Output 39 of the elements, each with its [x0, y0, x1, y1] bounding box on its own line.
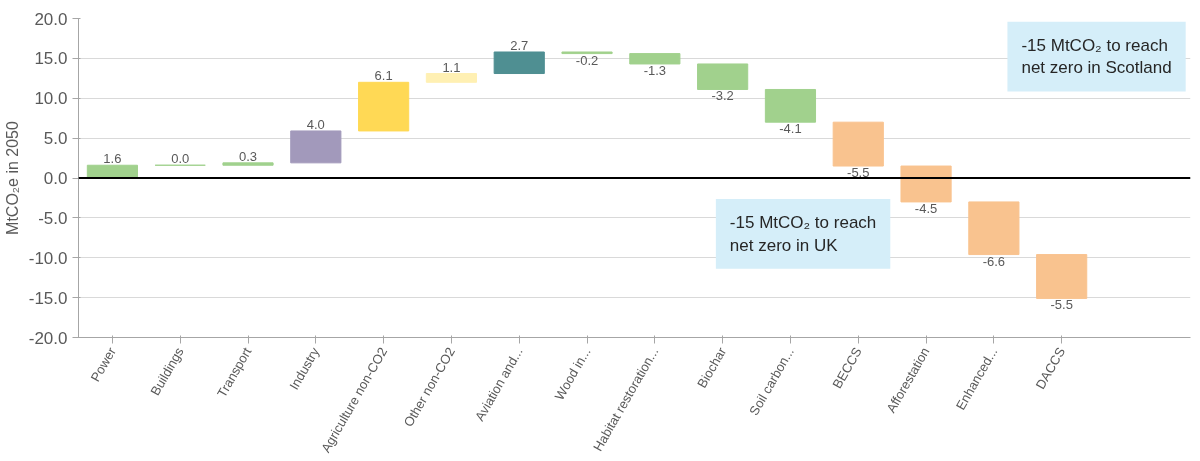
bar	[222, 162, 274, 166]
data-label: -4.1	[779, 121, 802, 137]
y-tick-label: 20.0	[34, 9, 68, 29]
annotation: -15 MtCO₂ to reach net zero in UK	[729, 212, 877, 255]
bar	[900, 165, 952, 203]
bar	[832, 121, 884, 167]
bar	[358, 81, 410, 132]
annotation: -15 MtCO₂ to reach net zero in Scotland	[1021, 35, 1172, 78]
y-tick-label: 10.0	[34, 89, 68, 109]
y-tick-label: 15.0	[34, 49, 68, 69]
data-label: -1.3	[643, 62, 667, 78]
bar	[1036, 254, 1088, 299]
y-tick-label: -10.0	[28, 248, 68, 268]
y-tick-label: -15.0	[28, 288, 68, 308]
bar	[697, 63, 749, 90]
bar	[968, 201, 1020, 256]
data-label: -3.2	[711, 88, 734, 104]
bar	[629, 53, 681, 65]
data-label: 6.1	[374, 68, 393, 84]
data-label: -6.6	[982, 253, 1006, 269]
data-label: 1.6	[103, 151, 122, 167]
data-label: -5.5	[847, 165, 870, 181]
bar	[290, 130, 342, 164]
y-tick-label: 0.0	[43, 169, 68, 188]
y-tick-label: -5.0	[38, 208, 68, 228]
data-label: 0.0	[171, 151, 190, 167]
y-tick-label: 5.0	[43, 129, 68, 149]
y-tick-label: -20.0	[28, 328, 68, 348]
data-label: 1.1	[442, 59, 461, 75]
bar	[493, 51, 545, 75]
y-axis-title: MtCO₂e in 2050	[3, 120, 21, 235]
bar	[764, 88, 817, 123]
bar	[425, 73, 478, 83]
data-label: -4.5	[914, 200, 938, 216]
data-label: 0.3	[238, 148, 258, 164]
data-label: -5.5	[1050, 297, 1073, 313]
data-label: -0.2	[575, 52, 599, 68]
data-label: 4.0	[306, 116, 325, 132]
data-label: 2.7	[510, 37, 529, 53]
